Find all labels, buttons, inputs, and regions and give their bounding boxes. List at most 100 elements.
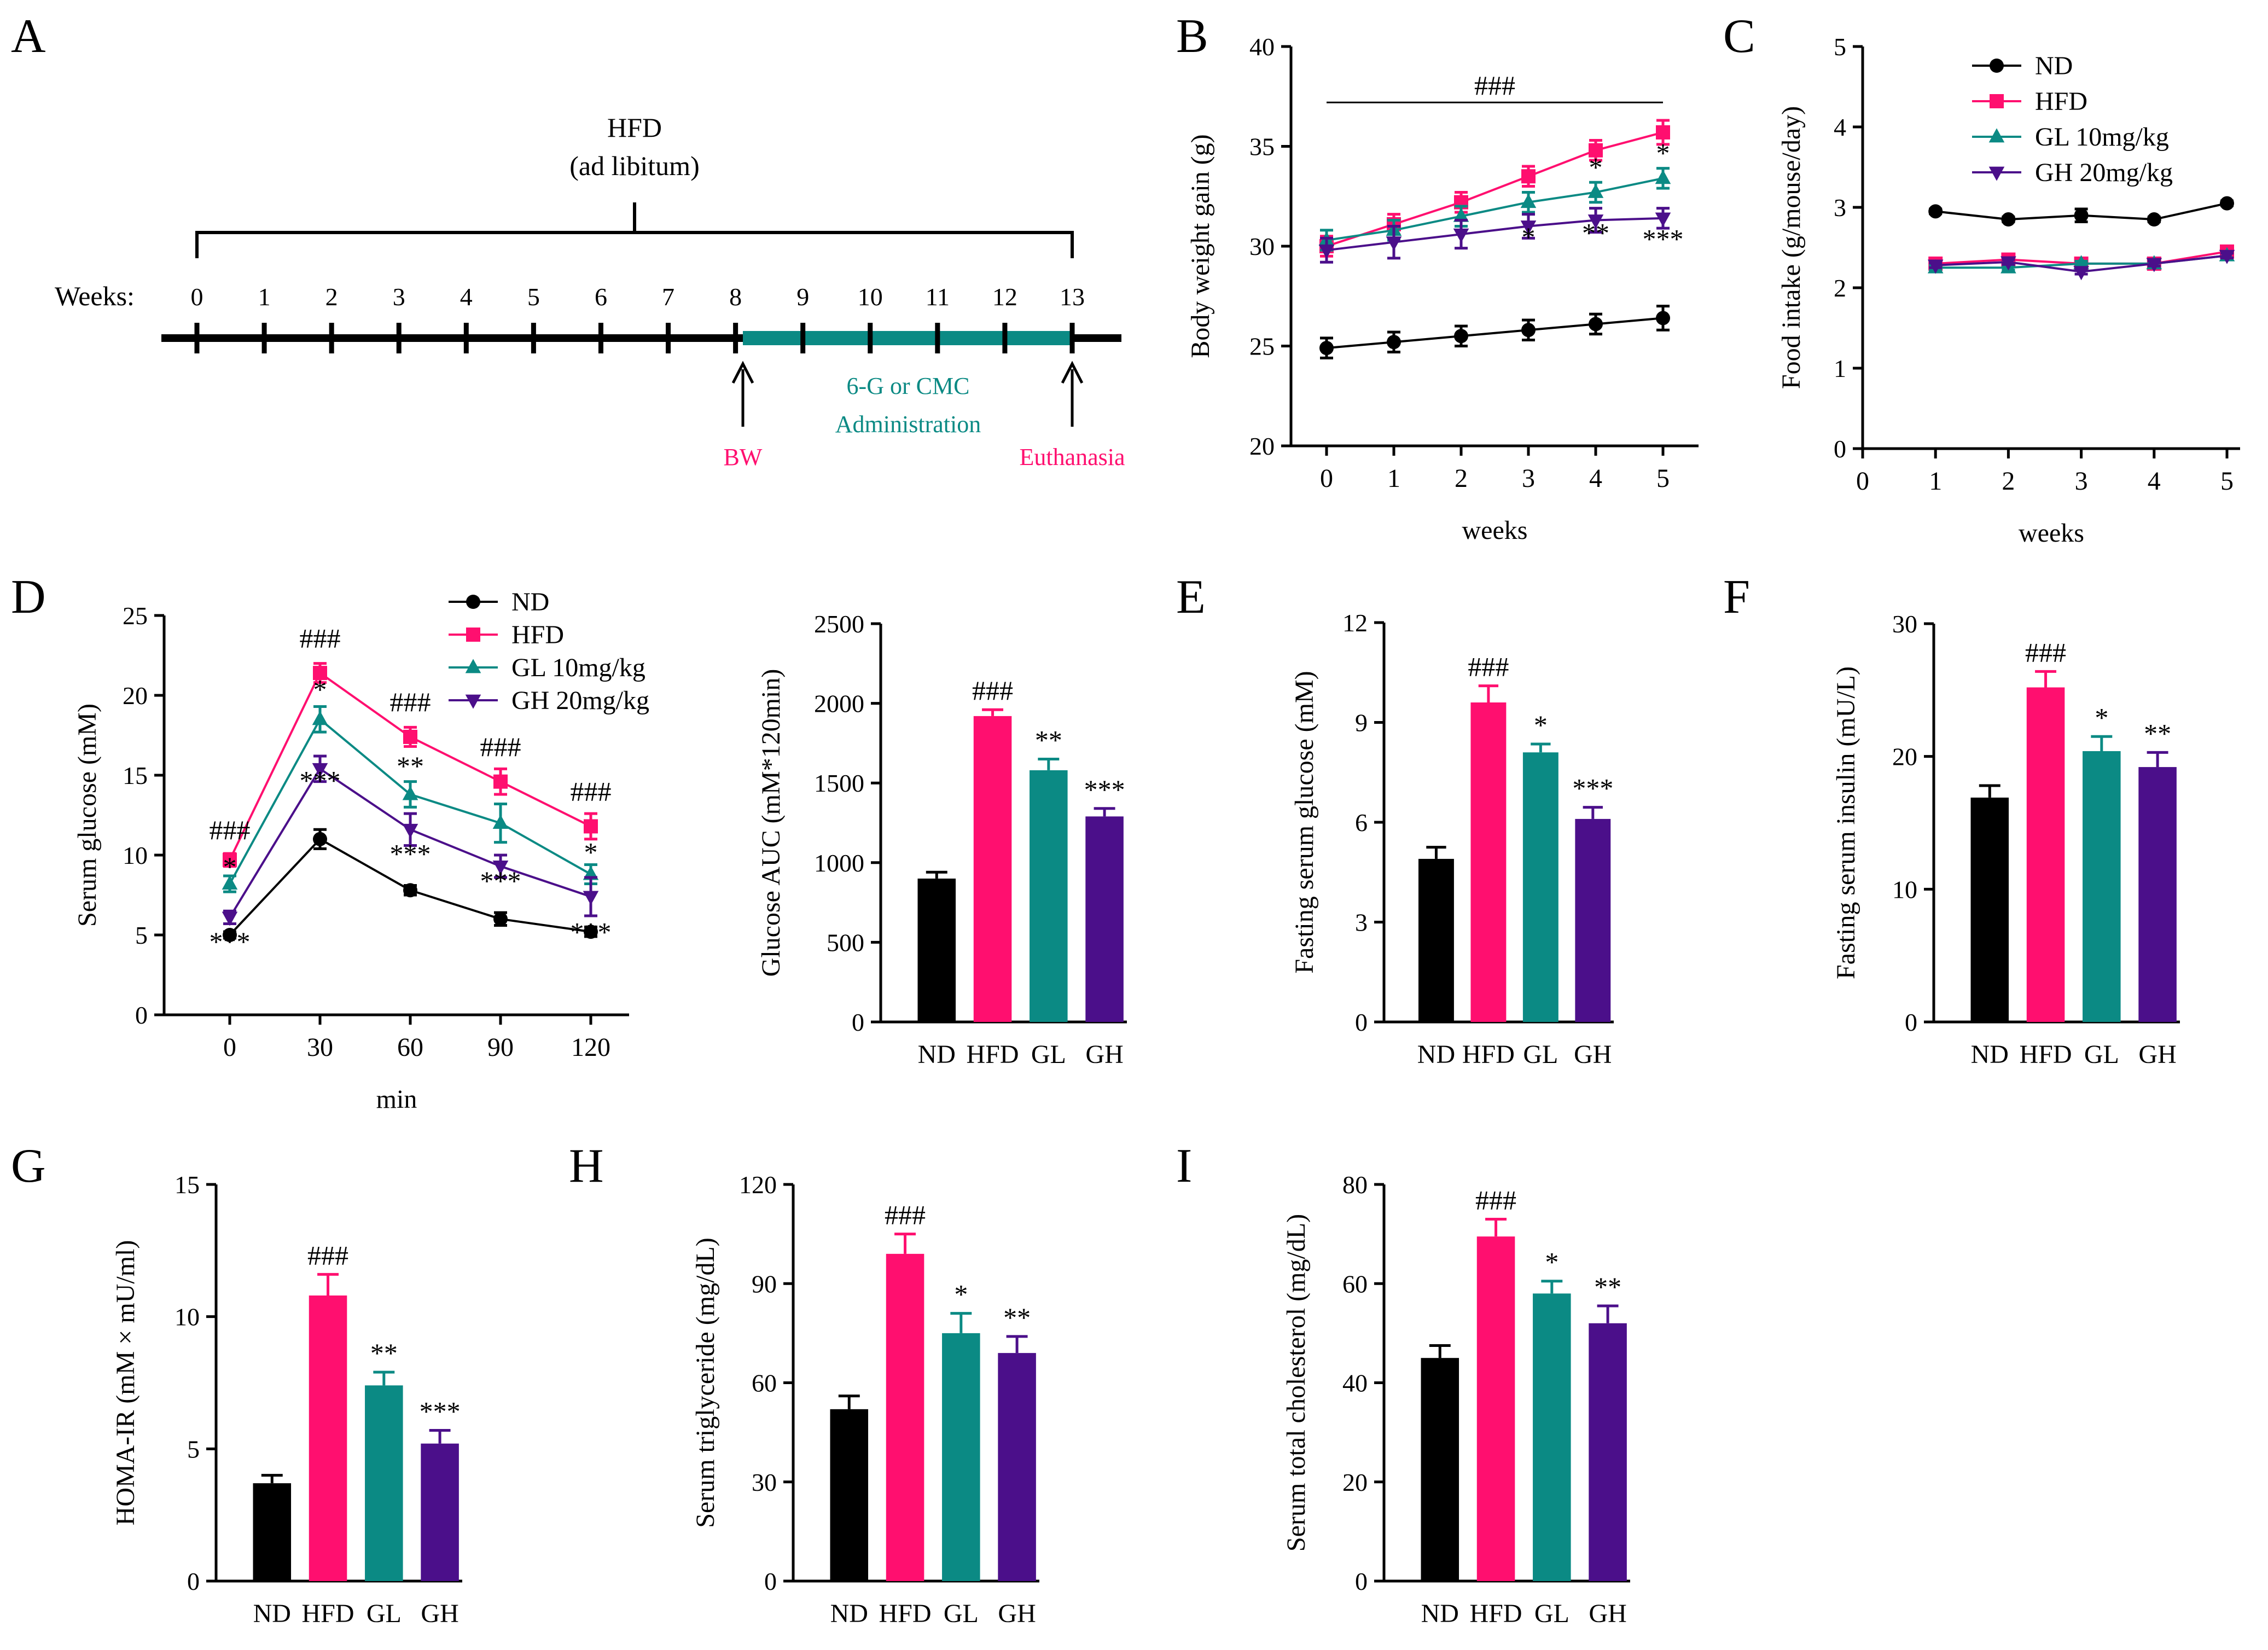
- week-tick-label: 10: [858, 283, 883, 311]
- data-point: [2001, 212, 2016, 227]
- bar: [1418, 858, 1454, 1022]
- bar-gh: ***: [420, 1396, 461, 1581]
- x-tick-label: GL: [944, 1599, 979, 1628]
- significance-label: **: [1582, 218, 1609, 248]
- significance-label: ***: [1572, 773, 1613, 804]
- panel-letter-e: E: [1176, 571, 1206, 624]
- bar-gl: **: [365, 1338, 403, 1581]
- error-bar: [1597, 1304, 1619, 1323]
- bar: [998, 1353, 1036, 1581]
- legend-label: ND: [511, 588, 549, 617]
- week-tick-label: 12: [992, 283, 1017, 311]
- y-axis-label: Serum glucose (mM): [73, 704, 102, 927]
- bar-nd: [1421, 1344, 1459, 1581]
- data-point: [1587, 183, 1604, 198]
- y-tick-label: 6: [1355, 809, 1368, 836]
- significance-label: *: [1534, 710, 1548, 740]
- legend-marker: [466, 628, 480, 642]
- y-axis-label: HOMA-IR (mM × mU/ml): [111, 1240, 140, 1526]
- data-point: [1521, 323, 1536, 338]
- x-tick-label: GH: [1085, 1040, 1123, 1069]
- x-axis-label: min: [376, 1085, 417, 1114]
- series-gh: [1927, 249, 2235, 281]
- y-tick-label: 120: [739, 1171, 777, 1199]
- bar: [365, 1385, 403, 1581]
- significance-label: *: [954, 1279, 968, 1310]
- data-point: [1454, 329, 1468, 344]
- data-point: [222, 911, 238, 926]
- chart-glucose-tolerance: 0 5 10 15 20 25 0 30 60 90 120 Serum glucose (mM) mi…: [73, 588, 649, 1114]
- timeline-ticks: [194, 323, 1075, 353]
- x-tick-label: GL: [1523, 1040, 1558, 1069]
- week-tick-label: 1: [258, 283, 271, 311]
- y-tick-label: 12: [1342, 609, 1368, 637]
- significance-label: ###: [972, 675, 1013, 706]
- y-tick-label: 20: [1892, 743, 1917, 771]
- data-point: [492, 815, 509, 829]
- x-tick-label: 4: [1589, 464, 1602, 493]
- bar-gh: ***: [1084, 774, 1125, 1022]
- legend-marker: [1990, 59, 2004, 73]
- weeks-label: Weeks:: [55, 281, 135, 311]
- legend-marker: [1990, 94, 2004, 108]
- error-bar: [982, 708, 1004, 716]
- x-tick-label: 2: [2002, 467, 2015, 496]
- data-point: [2074, 208, 2089, 223]
- significance-label: **: [1003, 1302, 1031, 1333]
- y-axis-label: Body weight gain (g): [1186, 134, 1215, 358]
- y-tick-label: 0: [1355, 1567, 1368, 1595]
- chart-homa-ir: 0 5 10 15 ND HFD GL GH HOMA-IR (mM × mU/ml) ### **…: [111, 1171, 462, 1628]
- y-tick-label: 5: [187, 1435, 200, 1463]
- chart-fasting-insulin: 0 10 20 30 ND HFD GL GH Fasting serum insulin (m…: [1831, 610, 2180, 1069]
- panel-a-timeline: A HFD (ad libitum) Weeks: 0 1 2 3 4 5 6 7 8 9 10 11…: [11, 10, 1125, 470]
- significance-label: ###: [1474, 70, 1515, 101]
- error-bar: [950, 1312, 972, 1333]
- y-tick-label: 3: [1355, 909, 1368, 937]
- bar: [942, 1333, 980, 1581]
- bar: [1589, 1323, 1627, 1581]
- y-tick-label: 2500: [814, 610, 864, 638]
- y-tick-label: 15: [123, 762, 148, 789]
- bar: [253, 1483, 292, 1581]
- data-point: [1521, 169, 1536, 184]
- week-tick-label: 6: [595, 283, 607, 311]
- treatment-label-line1: 6-G or CMC: [847, 373, 970, 399]
- x-tick-label: ND: [1421, 1599, 1459, 1628]
- data-point: [1589, 317, 1603, 332]
- data-point: [1386, 236, 1402, 251]
- x-tick-label: 0: [1856, 467, 1869, 496]
- y-tick-label: 30: [752, 1468, 777, 1496]
- data-point: [1319, 341, 1334, 356]
- treatment-bar: [743, 331, 1072, 345]
- significance-label: ###: [300, 623, 341, 653]
- legend-marker: [1988, 128, 2005, 143]
- error-bar: [1426, 846, 1446, 859]
- y-axis-label: Fasting serum insulin (mU/L): [1831, 666, 1860, 979]
- data-point: [493, 774, 508, 789]
- legend-marker: [1988, 166, 2005, 181]
- x-tick-label: HFD: [879, 1599, 932, 1628]
- chart-triglyceride: 0 30 60 90 120 ND HFD GL GH Serum triglyceride (m…: [691, 1171, 1039, 1628]
- y-tick-label: 1000: [814, 849, 864, 877]
- bar-hfd: ###: [1475, 1184, 1516, 1581]
- bar-gl: *: [2083, 702, 2121, 1022]
- data-point: [1927, 259, 1944, 274]
- x-tick-label: HFD: [302, 1599, 354, 1628]
- hfd-brace: [195, 202, 1074, 258]
- week-tick-label: 3: [393, 283, 405, 311]
- panel-letter-f: F: [1723, 571, 1750, 624]
- x-tick-label: HFD: [1470, 1599, 1522, 1628]
- y-tick-label: 40: [1249, 33, 1275, 61]
- y-tick-label: 4: [1834, 113, 1846, 141]
- x-tick-label: 5: [1656, 464, 1670, 493]
- data-point: [313, 832, 327, 846]
- data-point: [402, 786, 418, 800]
- bar: [917, 878, 956, 1022]
- legend-marker: [465, 659, 481, 673]
- significance-label: ***: [420, 1396, 461, 1427]
- significance-label: **: [2144, 718, 2171, 748]
- x-tick-label: 1: [1929, 467, 1942, 496]
- y-tick-label: 60: [1342, 1270, 1368, 1298]
- panel-letter-a: A: [11, 10, 46, 63]
- bar-gl: *: [1533, 1247, 1571, 1581]
